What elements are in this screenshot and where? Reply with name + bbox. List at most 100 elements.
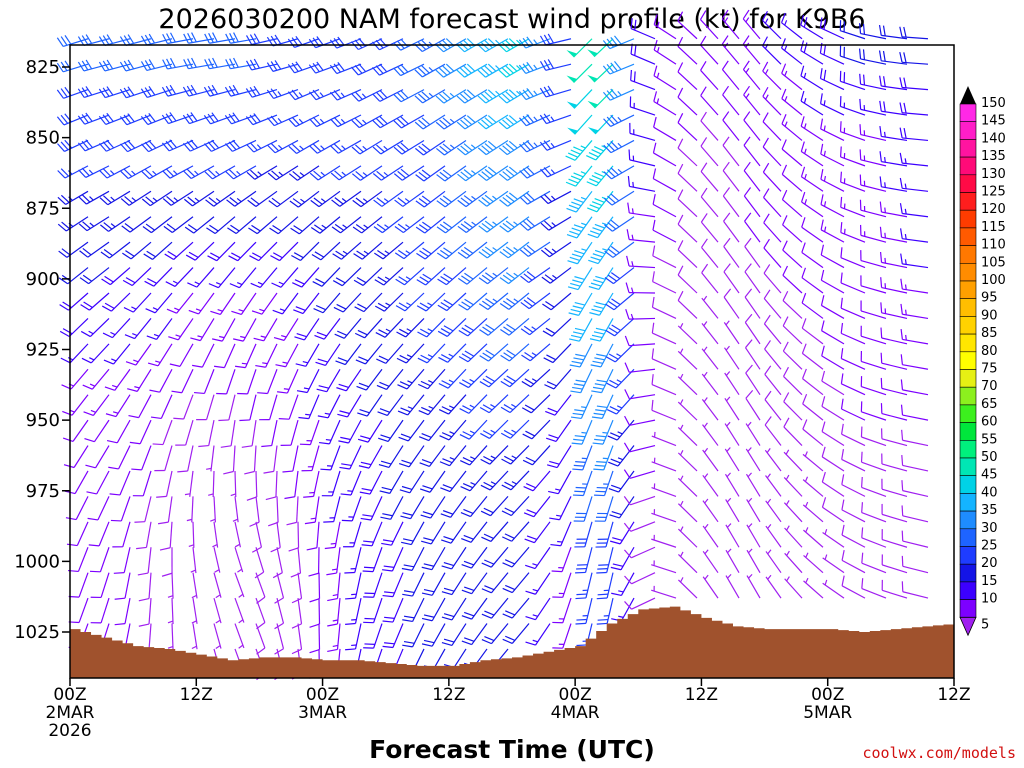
wind-barb (128, 394, 152, 419)
wind-barb (701, 397, 719, 421)
wind-barb (141, 190, 173, 207)
colorbar-label: 55 (981, 432, 998, 447)
wind-barb (169, 343, 194, 367)
wind-barb (518, 36, 551, 49)
wind-barb (540, 165, 572, 178)
wind-barb (677, 265, 698, 294)
wind-barb (603, 114, 635, 127)
wind-barb (677, 475, 698, 497)
wind-barb (78, 190, 110, 205)
wind-barb (540, 216, 572, 231)
credit-link[interactable]: coolwx.com/models (862, 744, 1016, 762)
wind-barb (122, 267, 152, 287)
wind-barb (652, 219, 677, 243)
wind-barb (651, 457, 677, 472)
wind-barb (208, 470, 215, 497)
wind-barb (677, 399, 698, 421)
wind-barb (625, 282, 656, 294)
wind-barb (110, 496, 131, 522)
colorbar-label: 40 (981, 485, 998, 500)
wind-barb (626, 255, 656, 269)
wind-barb (724, 396, 740, 421)
colorbar-swatch (959, 174, 977, 193)
wind-barb (801, 343, 824, 370)
wind-barb (360, 496, 383, 521)
wind-barb (783, 500, 803, 523)
y-tick-label: 900 (26, 269, 60, 290)
colorbar-legend: 1501451401351301251201151101051009590858… (959, 86, 1006, 637)
wind-barb (519, 190, 551, 205)
colorbar-swatch (959, 156, 977, 176)
wind-barb (802, 476, 824, 497)
wind-barb (723, 212, 740, 243)
wind-barb (800, 65, 824, 91)
wind-barb (593, 445, 614, 471)
wind-barb (343, 521, 362, 548)
wind-barb (724, 345, 740, 370)
wind-barb (131, 445, 152, 471)
wind-barb (439, 445, 467, 467)
wind-barb (899, 177, 929, 192)
wind-barb (605, 343, 635, 363)
wind-barb (522, 445, 551, 466)
wind-barb (762, 162, 782, 192)
wind-barb (225, 139, 257, 152)
wind-barb (421, 546, 446, 571)
wind-barb (801, 318, 824, 345)
wind-barb (881, 478, 908, 497)
wind-barb (205, 190, 236, 207)
x-tick-label: 12Z (937, 685, 970, 705)
wind-barb (568, 292, 593, 316)
wind-barb (356, 368, 383, 391)
wind-barb (574, 521, 593, 548)
wind-barb (330, 165, 362, 181)
wind-barb (500, 394, 530, 414)
wind-barb (363, 572, 383, 598)
wind-barb (652, 142, 677, 167)
wind-barb (154, 445, 173, 472)
wind-barb (233, 318, 257, 342)
wind-barb (602, 88, 635, 101)
wind-barb (880, 352, 908, 370)
y-tick-label: 1025 (14, 622, 60, 643)
wind-barb (65, 496, 89, 521)
wind-barb (113, 547, 131, 574)
wind-barb (840, 322, 866, 345)
wind-barb (765, 524, 782, 548)
wind-barb (861, 476, 887, 497)
wind-barb (57, 165, 89, 179)
wind-barb (183, 57, 215, 70)
wind-barb (351, 114, 383, 129)
wind-barb (377, 394, 404, 417)
wind-barb (244, 445, 257, 475)
wind-barb (501, 470, 530, 491)
wind-barb (161, 139, 194, 152)
wind-barb (376, 368, 404, 390)
wind-barb (571, 419, 593, 445)
wind-barb (651, 348, 677, 370)
wind-barb (339, 445, 362, 470)
wind-barb (418, 394, 446, 416)
wind-barb (551, 547, 572, 573)
wind-barb (610, 546, 635, 571)
wind-barb (550, 521, 572, 547)
wind-barb (310, 216, 341, 234)
wind-barb (362, 547, 383, 573)
wind-barb (216, 369, 236, 395)
wind-barb (525, 623, 551, 646)
wind-barb (742, 60, 761, 90)
wind-barb (90, 597, 110, 624)
wind-barb (323, 496, 341, 523)
wind-barb (480, 419, 509, 439)
wind-barb (419, 445, 446, 467)
wind-barb (290, 216, 320, 235)
wind-barb (901, 555, 929, 574)
wind-barb (677, 373, 698, 396)
wind-barb (82, 368, 110, 390)
wind-barb (415, 216, 446, 234)
wind-barb (587, 114, 614, 135)
wind-barb (255, 623, 266, 655)
wind-barb (518, 87, 551, 101)
wind-barb (184, 216, 215, 234)
wind-barb (122, 241, 152, 260)
